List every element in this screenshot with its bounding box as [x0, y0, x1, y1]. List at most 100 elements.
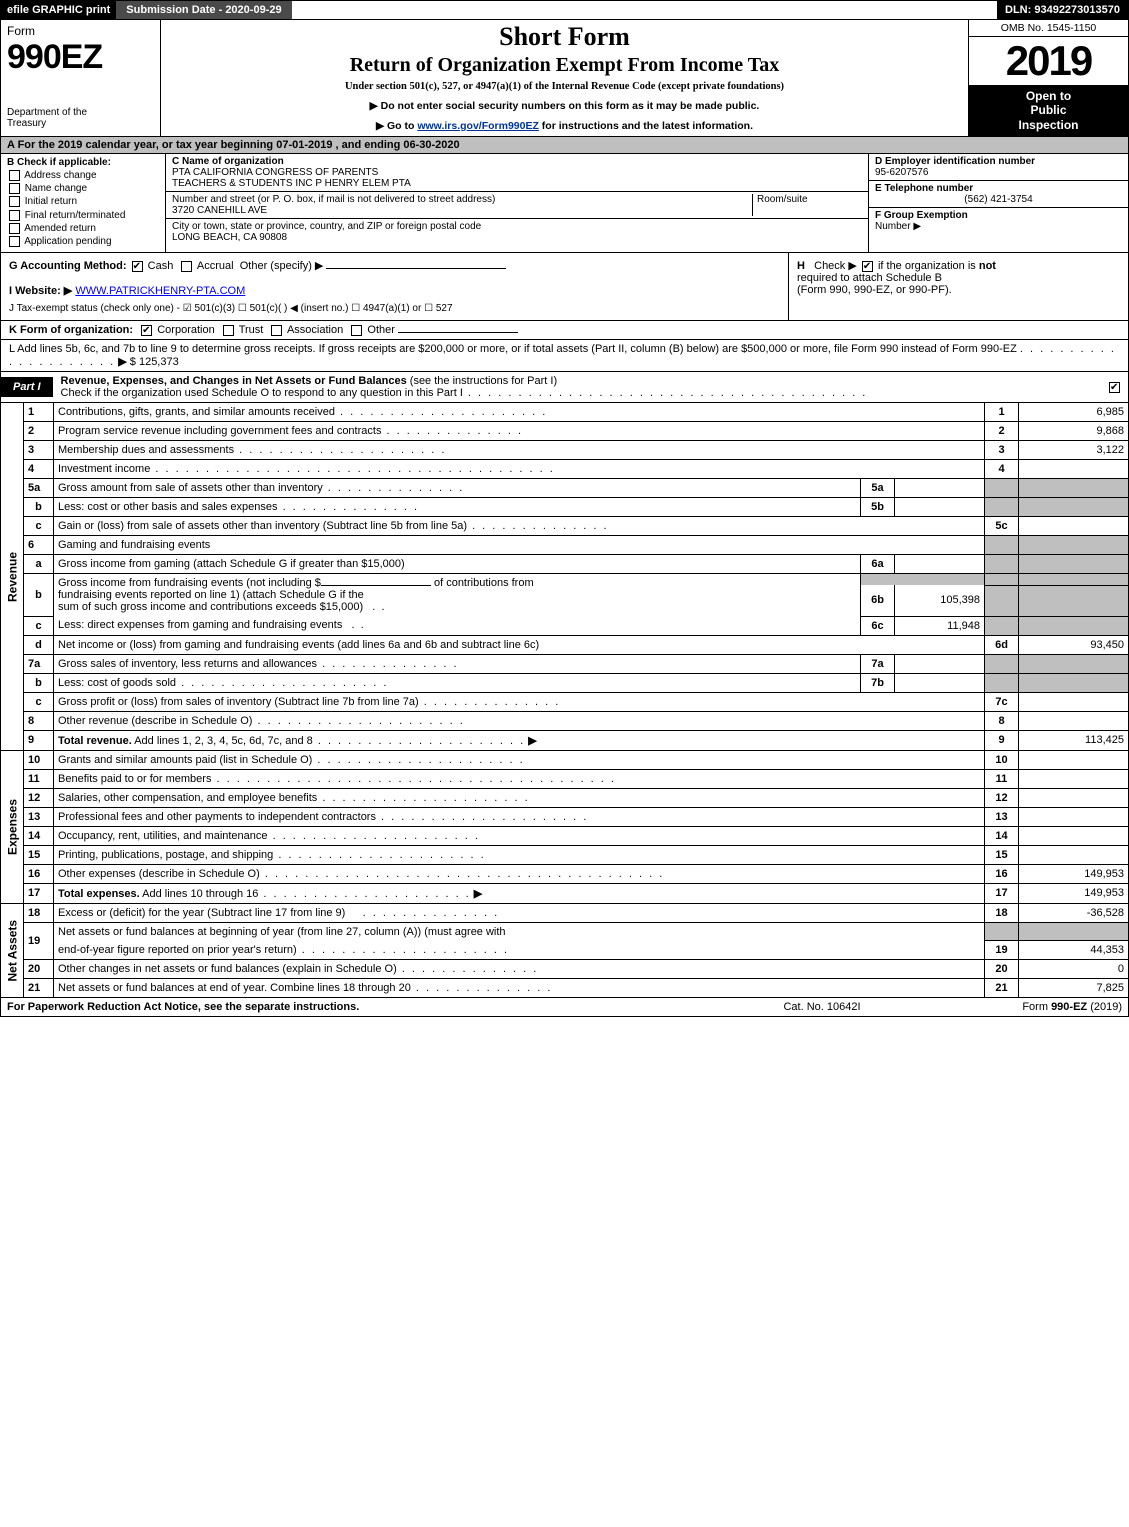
line-6c-value: 11,948 [895, 616, 985, 635]
line-4-value [1019, 460, 1129, 479]
page-footer: For Paperwork Reduction Act Notice, see … [0, 998, 1129, 1017]
line-10: Expenses 10 Grants and similar amounts p… [1, 750, 1129, 769]
dept-line1: Department of the [7, 107, 154, 118]
row-j: J Tax-exempt status (check only one) - ☑… [9, 303, 780, 314]
chk-schedule-b[interactable] [862, 261, 873, 272]
line-7c: c Gross profit or (loss) from sales of i… [1, 692, 1129, 711]
chk-application-pending[interactable]: Application pending [7, 236, 159, 247]
box-g: G Accounting Method: Cash Accrual Other … [1, 253, 788, 320]
line-6b-1: b Gross income from fundraising events (… [1, 574, 1129, 586]
chk-initial-return[interactable]: Initial return [7, 196, 159, 207]
title-short-form: Short Form [499, 22, 630, 52]
line-9: 9 Total revenue. Add lines 1, 2, 3, 4, 5… [1, 730, 1129, 750]
form-header: Form 990EZ Department of the Treasury Sh… [0, 20, 1129, 137]
line-16-value: 149,953 [1019, 864, 1129, 883]
line-6: 6 Gaming and fundraising events [1, 536, 1129, 555]
expenses-label: Expenses [1, 750, 24, 903]
row-l: L Add lines 5b, 6c, and 7b to line 9 to … [0, 340, 1129, 372]
dept-line2: Treasury [7, 118, 154, 129]
chk-trust[interactable] [223, 325, 234, 336]
website-link[interactable]: WWW.PATRICKHENRY-PTA.COM [75, 285, 245, 297]
box-e: E Telephone number (562) 421-3754 [869, 181, 1128, 208]
org-name-2: TEACHERS & STUDENTS INC P HENRY ELEM PTA [172, 178, 411, 189]
line-1: Revenue 1 Contributions, gifts, grants, … [1, 403, 1129, 422]
line-6b-value: 105,398 [895, 585, 985, 616]
subtitle: Under section 501(c), 527, or 4947(a)(1)… [345, 81, 784, 92]
line-15: 15 Printing, publications, postage, and … [1, 845, 1129, 864]
line-21: 21 Net assets or fund balances at end of… [1, 979, 1129, 998]
address-cell: Number and street (or P. O. box, if mail… [166, 192, 868, 219]
line-6d-value: 93,450 [1019, 635, 1129, 654]
org-name-1: PTA CALIFORNIA CONGRESS OF PARENTS [172, 167, 378, 178]
line-13: 13 Professional fees and other payments … [1, 807, 1129, 826]
line-1-value: 6,985 [1019, 403, 1129, 422]
chk-association[interactable] [271, 325, 282, 336]
chk-cash[interactable] [132, 261, 143, 272]
city-state-zip: LONG BEACH, CA 90808 [172, 232, 287, 243]
line-14: 14 Occupancy, rent, utilities, and maint… [1, 826, 1129, 845]
chk-other[interactable] [351, 325, 362, 336]
goto-line: ▶ Go to www.irs.gov/Form990EZ for instru… [376, 120, 753, 132]
revenue-label: Revenue [1, 403, 24, 750]
chk-corporation[interactable] [141, 325, 152, 336]
box-b: B Check if applicable: Address change Na… [1, 154, 166, 252]
line-6c: c Less: direct expenses from gaming and … [1, 616, 1129, 635]
chk-amended-return[interactable]: Amended return [7, 223, 159, 234]
line-12: 12 Salaries, other compensation, and emp… [1, 788, 1129, 807]
part1-table: Revenue 1 Contributions, gifts, grants, … [0, 403, 1129, 998]
line-21-value: 7,825 [1019, 979, 1129, 998]
box-d: D Employer identification number 95-6207… [869, 154, 1128, 181]
irs-link[interactable]: www.irs.gov/Form990EZ [417, 120, 539, 132]
org-name-cell: C Name of organization PTA CALIFORNIA CO… [166, 154, 868, 192]
line-20-value: 0 [1019, 960, 1129, 979]
chk-address-change[interactable]: Address change [7, 170, 159, 181]
line-16: 16 Other expenses (describe in Schedule … [1, 864, 1129, 883]
phone: (562) 421-3754 [875, 194, 1122, 205]
topbar-spacer [292, 1, 997, 19]
line-17: 17 Total expenses. Add lines 10 through … [1, 883, 1129, 903]
paperwork-notice: For Paperwork Reduction Act Notice, see … [7, 1001, 722, 1013]
line-3: 3 Membership dues and assessments 3 3,12… [1, 441, 1129, 460]
line-3-value: 3,122 [1019, 441, 1129, 460]
line-19b: end-of-year figure reported on prior yea… [1, 941, 1129, 960]
line-2-value: 9,868 [1019, 422, 1129, 441]
line-4: 4 Investment income 4 [1, 460, 1129, 479]
header-right: OMB No. 1545-1150 2019 Open to Public In… [968, 20, 1128, 136]
header-center: Short Form Return of Organization Exempt… [161, 20, 968, 136]
row-a-tax-year: A For the 2019 calendar year, or tax yea… [0, 137, 1129, 154]
line-20: 20 Other changes in net assets or fund b… [1, 960, 1129, 979]
part1-check[interactable] [1101, 378, 1128, 396]
gross-receipts: $ 125,373 [130, 356, 179, 368]
line-2: 2 Program service revenue including gove… [1, 422, 1129, 441]
line-18: Net Assets 18 Excess or (deficit) for th… [1, 903, 1129, 922]
room-suite-label: Room/suite [757, 194, 808, 205]
goto-post: for instructions and the latest informat… [539, 120, 753, 132]
chk-accrual[interactable] [181, 261, 192, 272]
box-c: C Name of organization PTA CALIFORNIA CO… [166, 154, 868, 252]
submission-date: Submission Date - 2020-09-29 [116, 1, 291, 19]
netassets-label: Net Assets [1, 903, 24, 998]
line-9-value: 113,425 [1019, 730, 1129, 750]
line-11: 11 Benefits paid to or for members 11 [1, 769, 1129, 788]
line-5b: b Less: cost or other basis and sales ex… [1, 498, 1129, 517]
box-def: D Employer identification number 95-6207… [868, 154, 1128, 252]
ein: 95-6207576 [875, 167, 928, 178]
chk-final-return[interactable]: Final return/terminated [7, 210, 159, 221]
line-17-value: 149,953 [1019, 883, 1129, 903]
title-return: Return of Organization Exempt From Incom… [350, 54, 780, 77]
entity-grid: B Check if applicable: Address change Na… [0, 154, 1129, 253]
row-gh: G Accounting Method: Cash Accrual Other … [0, 253, 1129, 321]
part1-title: Revenue, Expenses, and Changes in Net As… [53, 372, 1101, 402]
open-to-public: Open to Public Inspection [969, 85, 1128, 136]
chk-name-change[interactable]: Name change [7, 183, 159, 194]
line-7a: 7a Gross sales of inventory, less return… [1, 654, 1129, 673]
line-5c: c Gain or (loss) from sale of assets oth… [1, 517, 1129, 536]
dln: DLN: 93492273013570 [997, 1, 1128, 19]
omb-number: OMB No. 1545-1150 [969, 20, 1128, 37]
line-18-value: -36,528 [1019, 903, 1129, 922]
efile-graphic-print[interactable]: efile GRAPHIC print [1, 1, 116, 19]
line-6d: d Net income or (loss) from gaming and f… [1, 635, 1129, 654]
form-word: Form [7, 24, 154, 38]
box-f: F Group Exemption Number ▶ [869, 208, 1128, 234]
box-h: H Check ▶ if the organization is not req… [788, 253, 1128, 320]
